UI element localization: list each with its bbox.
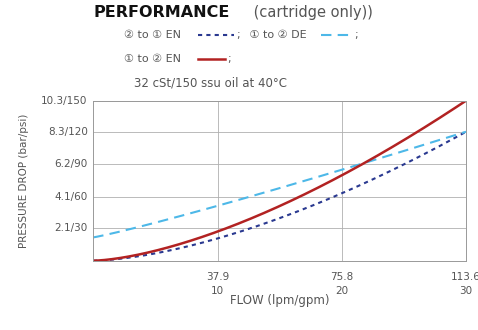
Text: ;: ;: [237, 30, 240, 40]
Text: 4.1/60: 4.1/60: [54, 192, 87, 202]
Text: 6.2/90: 6.2/90: [54, 159, 87, 169]
Text: 20: 20: [336, 286, 348, 296]
Text: 37.9: 37.9: [206, 272, 229, 282]
Text: PERFORMANCE: PERFORMANCE: [93, 5, 229, 20]
Text: PRESSURE DROP (bar/psi): PRESSURE DROP (bar/psi): [19, 114, 29, 248]
Text: 30: 30: [459, 286, 473, 296]
Text: ① to ② DE: ① to ② DE: [246, 30, 310, 40]
Text: 75.8: 75.8: [330, 272, 354, 282]
Text: ;: ;: [227, 54, 231, 64]
Text: 113.6: 113.6: [451, 272, 478, 282]
Text: ① to ② EN: ① to ② EN: [124, 54, 185, 64]
Text: FLOW (lpm/gpm): FLOW (lpm/gpm): [230, 294, 329, 307]
Text: ;: ;: [355, 30, 358, 40]
Text: (cartridge only)): (cartridge only)): [249, 5, 372, 20]
Text: 2.1/30: 2.1/30: [54, 223, 87, 233]
Text: 8.3/120: 8.3/120: [48, 127, 87, 137]
Text: 10: 10: [211, 286, 224, 296]
Text: 32 cSt/150 ssu oil at 40°C: 32 cSt/150 ssu oil at 40°C: [134, 77, 287, 90]
Text: 10.3/150: 10.3/150: [41, 96, 87, 106]
Text: ② to ① EN: ② to ① EN: [124, 30, 185, 40]
